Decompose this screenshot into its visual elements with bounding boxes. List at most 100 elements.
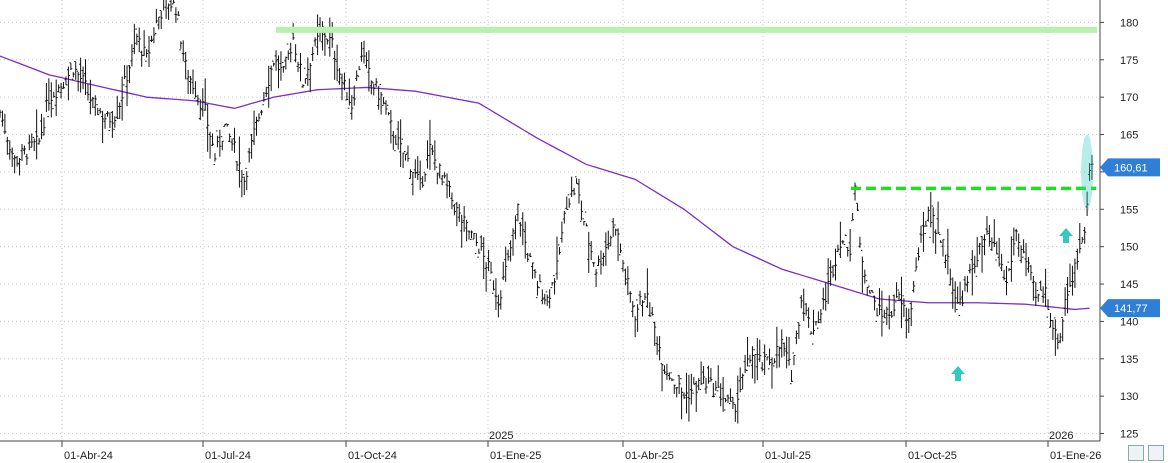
ohlc-bar [120,76,124,121]
ohlc-bar [364,52,368,69]
ohlc-bar [262,91,266,106]
ohlc-bar [206,104,210,152]
ohlc-bar [658,335,662,361]
ohlc-bar [540,289,544,305]
ohlc-bar [27,134,31,151]
ohlc-bar [272,60,276,67]
ohlc-bar [399,119,403,167]
ohlc-bar [91,96,95,109]
ohlc-bar [338,68,342,85]
ohlc-bar [736,375,740,424]
ohlc-bar [802,288,806,321]
ohlc-bar [57,84,61,93]
ohlc-bar [186,69,190,94]
ohlc-bar [662,365,666,375]
x-tick-label: 01-Jul-25 [765,450,811,462]
ohlc-bar [247,147,251,163]
ohlc-bar [675,387,679,398]
ohlc-bar [777,346,781,368]
ohlc-bar [149,35,153,43]
ohlc-bar [0,109,2,118]
ohlc-bar [423,171,427,182]
ohlc-bar [855,202,859,212]
ohlc-bar [983,234,987,256]
price-tag-box [1100,158,1160,177]
x-tick-label: 01-Ene-25 [490,450,541,462]
ohlc-bar [137,27,141,53]
ohlc-bar [702,365,706,384]
ohlc-bar [457,204,461,222]
ohlc-bar [606,230,610,250]
ohlc-bar [164,0,167,19]
x-tick-label: 01-Oct-25 [908,450,957,462]
ohlc-bar [196,94,200,106]
ohlc-bar [489,261,493,281]
ohlc-bar [472,233,476,240]
ohlc-bar [978,242,982,255]
ohlc-bar [787,337,791,366]
ohlc-bar [831,265,835,278]
ohlc-bar [526,252,530,262]
ohlc-bar [785,336,789,369]
ohlc-bar [731,396,735,409]
ohlc-bar [533,269,537,279]
ohlc-bar [1053,317,1057,356]
ohlc-bar [792,352,796,366]
ohlc-bar [484,262,488,292]
ohlc-bar [32,136,36,152]
ohlc-bar [616,228,620,262]
ohlc-bar [320,21,324,51]
ohlc-bar [579,200,583,222]
ohlc-bar [575,176,579,184]
ohlc-bar [335,44,339,82]
ohlc-bar [49,82,53,118]
ohlc-bar [667,372,671,381]
ohlc-bar [482,237,486,280]
ohlc-bar [1088,163,1092,181]
ohlc-bar [985,215,989,235]
ohlc-bar [907,308,911,334]
ohlc-bar [35,109,39,160]
ohlc-bar [572,187,576,196]
ohlc-bar [479,235,483,251]
ohlc-bar [62,82,66,90]
ohlc-bar [357,66,361,77]
ohlc-bar [37,138,41,145]
x-tick-label: 01-Oct-24 [348,450,397,462]
ohlc-bar [101,110,105,144]
ohlc-bar [142,30,146,56]
ohlc-bar [741,373,745,390]
ohlc-bar [76,70,80,92]
ohlc-bar [379,83,383,115]
ohlc-bar [145,49,149,62]
ohlc-bar [882,309,886,323]
ohlc-bar [411,172,415,196]
ohlc-bar [86,83,90,101]
ohlc-bar [445,173,449,199]
chart-scroll-button[interactable] [1148,445,1164,461]
ohlc-bar [499,290,503,310]
ohlc-bar [467,230,471,240]
ohlc-bar [936,201,940,235]
ohlc-bar [198,99,202,121]
ohlc-bar [269,65,273,92]
ohlc-bar [880,290,884,337]
ohlc-bar [733,403,737,422]
ohlc-bar [645,268,649,308]
ohlc-bar [824,282,828,311]
ohlc-bar [743,354,747,374]
ohlc-bar [990,237,994,251]
chart-options-button[interactable] [1128,445,1144,461]
ohlc-bar [863,269,867,284]
ohlc-bar [648,302,652,317]
ohlc-bar [763,344,767,375]
ohlc-bar [1061,316,1065,342]
ohlc-bar [819,308,823,324]
ohlc-bar [565,196,569,211]
ohlc-bar [250,133,254,159]
ohlc-bar [592,262,596,267]
ohlc-bar [724,398,728,411]
ohlc-bar [42,117,46,136]
ohlc-bar [633,305,637,338]
ohlc-bar [1022,239,1026,258]
